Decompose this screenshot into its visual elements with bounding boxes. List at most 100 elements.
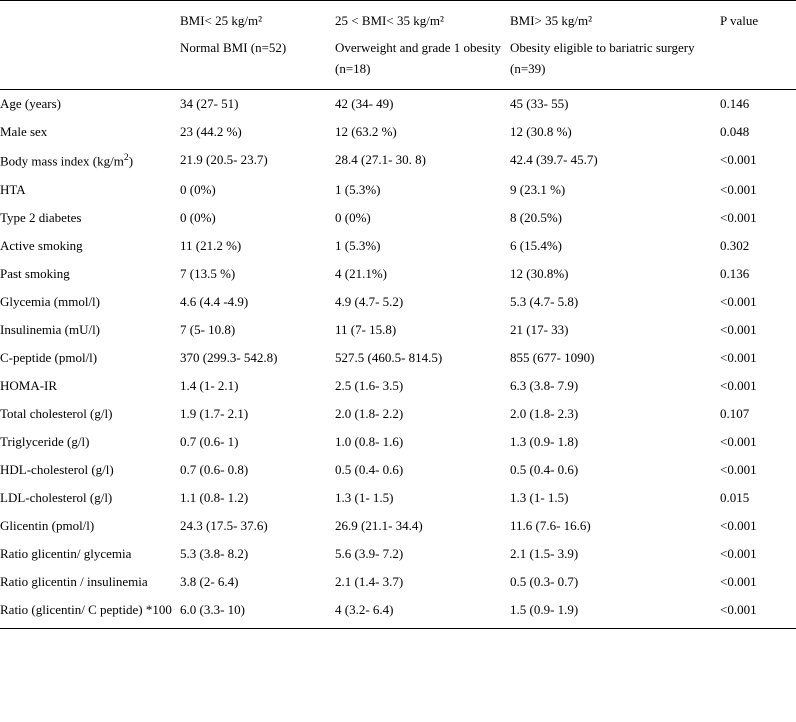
cell-pvalue: 0.302 [720,232,796,260]
cell-pvalue: <0.001 [720,176,796,204]
table-row: Ratio glicentin/ glycemia5.3 (3.8- 8.2)5… [0,540,796,568]
col-header-variable [0,1,180,90]
cell-value: 2.1 (1.4- 3.7) [335,568,510,596]
cell-value: 11.6 (7.6- 16.6) [510,512,720,540]
col-header-line1: BMI> 35 kg/m² [510,11,712,32]
cell-value: 23 (44.2 %) [180,118,335,146]
row-label: Ratio glicentin/ glycemia [0,540,180,568]
cell-pvalue: 0.136 [720,260,796,288]
row-label: Triglyceride (g/l) [0,428,180,456]
table-row: Ratio (glicentin/ C peptide) *1006.0 (3.… [0,596,796,629]
cell-pvalue: 0.146 [720,90,796,119]
col-header-line1: P value [720,11,788,32]
table-row: Type 2 diabetes0 (0%)0 (0%)8 (20.5%)<0.0… [0,204,796,232]
col-header-line2: Normal BMI (n=52) [180,38,327,59]
cell-value: 4 (3.2- 6.4) [335,596,510,629]
cell-pvalue: <0.001 [720,288,796,316]
cell-pvalue: <0.001 [720,204,796,232]
table-body: Age (years)34 (27- 51)42 (34- 49)45 (33-… [0,90,796,628]
cell-value: 7 (5- 10.8) [180,316,335,344]
cell-value: 5.3 (4.7- 5.8) [510,288,720,316]
table-row: Body mass index (kg/m2)21.9 (20.5- 23.7)… [0,146,796,175]
cell-pvalue: <0.001 [720,372,796,400]
table-row: Insulinemia (mU/l)7 (5- 10.8)11 (7- 15.8… [0,316,796,344]
cell-value: 2.5 (1.6- 3.5) [335,372,510,400]
cell-pvalue: <0.001 [720,568,796,596]
cell-value: 3.8 (2- 6.4) [180,568,335,596]
row-label: Insulinemia (mU/l) [0,316,180,344]
cell-value: 1.4 (1- 2.1) [180,372,335,400]
row-label: Male sex [0,118,180,146]
col-header-obesity: BMI> 35 kg/m² Obesity eligible to bariat… [510,1,720,90]
cell-value: 6.0 (3.3- 10) [180,596,335,629]
col-header-line2: Obesity eligible to bariatric surgery (n… [510,38,712,80]
row-label: LDL-cholesterol (g/l) [0,484,180,512]
table-row: C-peptide (pmol/l)370 (299.3- 542.8)527.… [0,344,796,372]
cell-value: 24.3 (17.5- 37.6) [180,512,335,540]
cell-value: 0.5 (0.4- 0.6) [510,456,720,484]
table-row: Glicentin (pmol/l)24.3 (17.5- 37.6)26.9 … [0,512,796,540]
cell-pvalue: <0.001 [720,146,796,175]
cell-value: 26.9 (21.1- 34.4) [335,512,510,540]
cell-value: 42 (34- 49) [335,90,510,119]
row-label: C-peptide (pmol/l) [0,344,180,372]
cell-value: 0.7 (0.6- 0.8) [180,456,335,484]
cell-value: 2.0 (1.8- 2.3) [510,400,720,428]
row-label: Ratio (glicentin/ C peptide) *100 [0,596,180,629]
cell-pvalue: 0.107 [720,400,796,428]
table-row: Past smoking7 (13.5 %)4 (21.1%)12 (30.8%… [0,260,796,288]
cell-value: 12 (63.2 %) [335,118,510,146]
table-row: HTA0 (0%)1 (5.3%)9 (23.1 %)<0.001 [0,176,796,204]
cell-pvalue: <0.001 [720,512,796,540]
row-label: HTA [0,176,180,204]
cell-value: 12 (30.8%) [510,260,720,288]
row-label: Total cholesterol (g/l) [0,400,180,428]
col-header-line2: Overweight and grade 1 obesity (n=18) [335,38,502,80]
cell-value: 0.7 (0.6- 1) [180,428,335,456]
row-label: Ratio glicentin / insulinemia [0,568,180,596]
cell-value: 0 (0%) [180,204,335,232]
cell-value: 21 (17- 33) [510,316,720,344]
table-row: Glycemia (mmol/l)4.6 (4.4 -4.9)4.9 (4.7-… [0,288,796,316]
cell-pvalue: <0.001 [720,456,796,484]
cell-pvalue: <0.001 [720,540,796,568]
cell-value: 0.5 (0.4- 0.6) [335,456,510,484]
cell-value: 11 (21.2 %) [180,232,335,260]
table-row: Triglyceride (g/l)0.7 (0.6- 1)1.0 (0.8- … [0,428,796,456]
cell-value: 5.6 (3.9- 7.2) [335,540,510,568]
table-row: Active smoking11 (21.2 %)1 (5.3%)6 (15.4… [0,232,796,260]
row-label: Glicentin (pmol/l) [0,512,180,540]
cell-pvalue: <0.001 [720,428,796,456]
cell-value: 7 (13.5 %) [180,260,335,288]
row-label: Active smoking [0,232,180,260]
clinical-characteristics-table: BMI< 25 kg/m² Normal BMI (n=52) 25 < BMI… [0,0,796,629]
row-label: Glycemia (mmol/l) [0,288,180,316]
cell-value: 45 (33- 55) [510,90,720,119]
cell-value: 4.9 (4.7- 5.2) [335,288,510,316]
row-label: HDL-cholesterol (g/l) [0,456,180,484]
cell-value: 42.4 (39.7- 45.7) [510,146,720,175]
cell-value: 1 (5.3%) [335,232,510,260]
cell-value: 1.3 (1- 1.5) [335,484,510,512]
cell-value: 2.0 (1.8- 2.2) [335,400,510,428]
row-label: Body mass index (kg/m2) [0,146,180,175]
cell-value: 0.5 (0.3- 0.7) [510,568,720,596]
cell-value: 8 (20.5%) [510,204,720,232]
cell-value: 6.3 (3.8- 7.9) [510,372,720,400]
cell-value: 4.6 (4.4 -4.9) [180,288,335,316]
table-header: BMI< 25 kg/m² Normal BMI (n=52) 25 < BMI… [0,1,796,90]
table-row: Ratio glicentin / insulinemia3.8 (2- 6.4… [0,568,796,596]
cell-value: 0 (0%) [335,204,510,232]
cell-value: 527.5 (460.5- 814.5) [335,344,510,372]
cell-value: 11 (7- 15.8) [335,316,510,344]
cell-value: 4 (21.1%) [335,260,510,288]
table-row: HOMA-IR1.4 (1- 2.1)2.5 (1.6- 3.5)6.3 (3.… [0,372,796,400]
col-header-overweight: 25 < BMI< 35 kg/m² Overweight and grade … [335,1,510,90]
row-label: Past smoking [0,260,180,288]
row-label: Type 2 diabetes [0,204,180,232]
cell-pvalue: <0.001 [720,596,796,629]
row-label: HOMA-IR [0,372,180,400]
cell-value: 1.1 (0.8- 1.2) [180,484,335,512]
cell-value: 12 (30.8 %) [510,118,720,146]
cell-value: 855 (677- 1090) [510,344,720,372]
